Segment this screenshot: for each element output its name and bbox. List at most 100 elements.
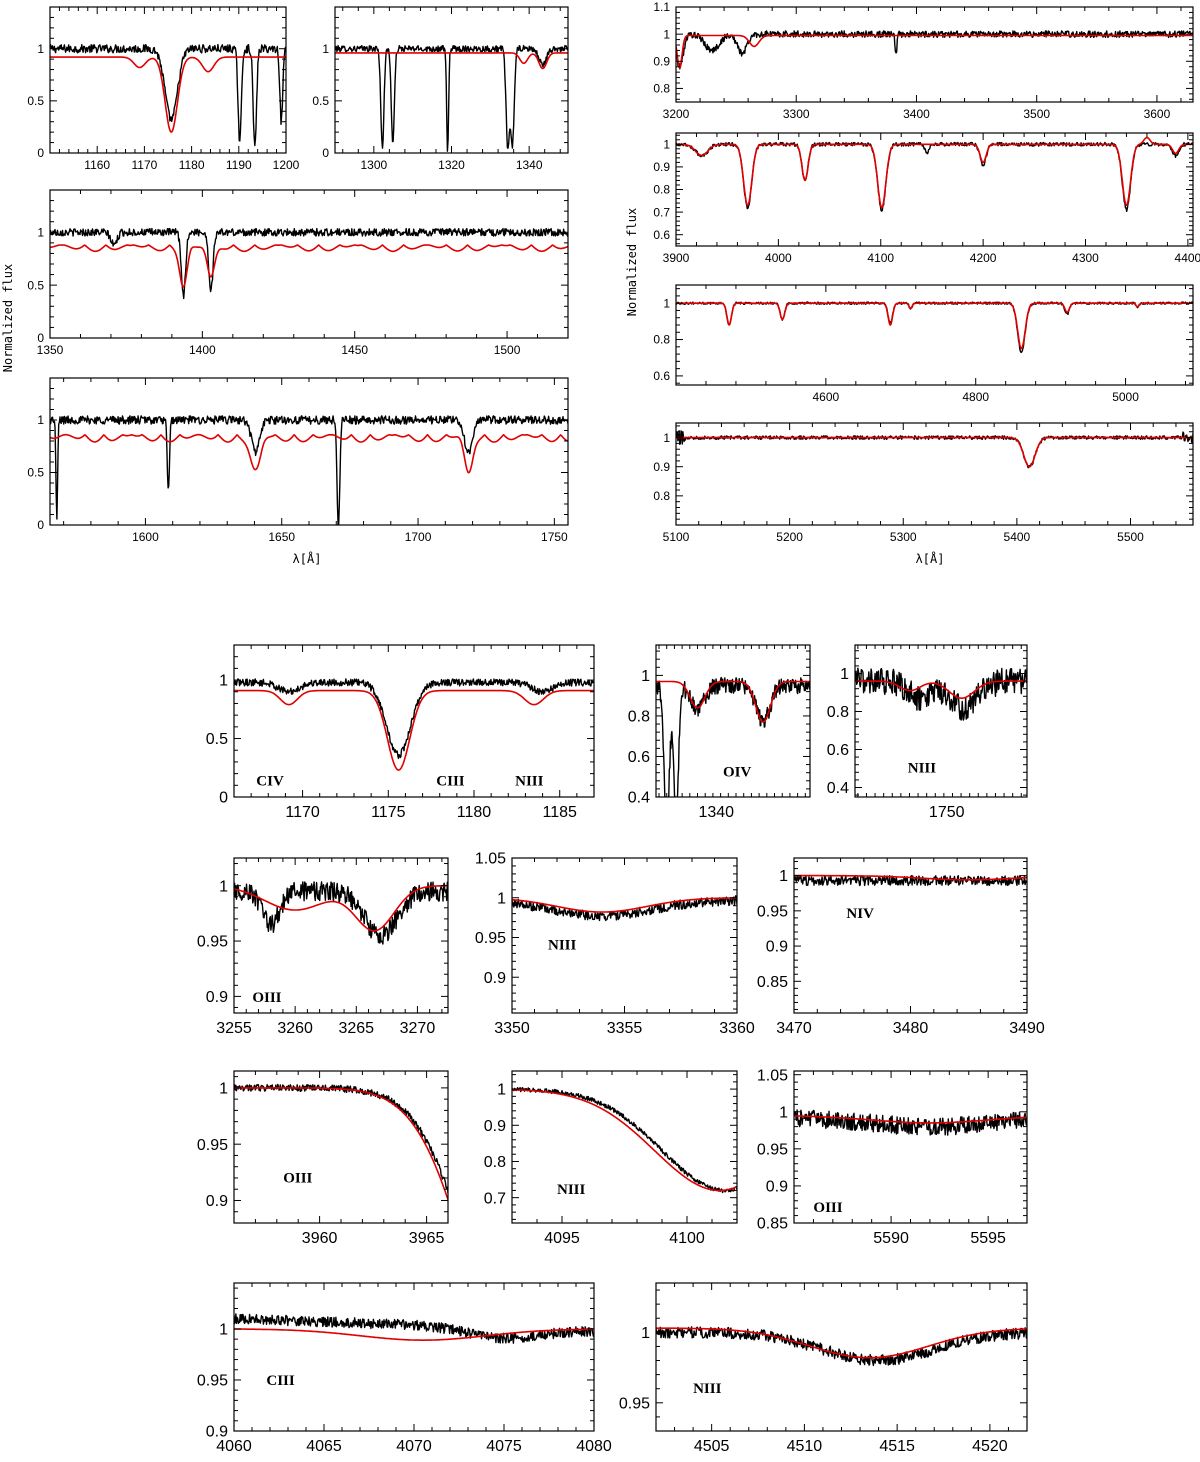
- y-tick-label: 1: [641, 1325, 650, 1342]
- y-tick-label: 0.8: [653, 489, 670, 503]
- spectrum-panel-15: 3960 3965 0.9 0.95 1 OIII: [197, 1070, 449, 1247]
- plot-area: [794, 1109, 1027, 1136]
- model-spectrum-line: [656, 680, 810, 723]
- model-spectrum-line: [676, 136, 1193, 209]
- observed-spectrum-line: [50, 227, 568, 300]
- y-tick-label: 1: [37, 413, 44, 427]
- spectrum-panel-10: 1340 0.4 0.6 0.8 1 OIV: [628, 644, 811, 821]
- spectrum-panel-3: 1350 1400 1450 1500 0 0.5 1: [27, 189, 569, 357]
- x-tick-label: 3270: [400, 1020, 436, 1037]
- plot-area: [50, 415, 568, 525]
- ion-label: NIII: [908, 760, 937, 776]
- x-tick-label: 5595: [970, 1230, 1006, 1247]
- panel-frame: [655, 644, 811, 798]
- y-tick-label: 0.9: [484, 970, 506, 987]
- ion-label: NIII: [515, 773, 544, 789]
- x-tick-label: 5300: [890, 530, 917, 544]
- model-spectrum-line: [234, 1328, 594, 1341]
- x-tick-label: 4060: [216, 1438, 252, 1455]
- model-spectrum-line: [676, 436, 1193, 468]
- ion-label: NIII: [693, 1381, 722, 1397]
- observed-spectrum-line: [676, 430, 1193, 469]
- model-spectrum-line: [676, 34, 1193, 69]
- observed-spectrum-line: [676, 30, 1193, 70]
- spectrum-panel-13: 3350 3355 3360 0.9 0.95 1 1.05 NIII: [475, 851, 755, 1037]
- y-tick-label: 0.9: [206, 989, 228, 1006]
- y-tick-label: 1: [219, 1080, 228, 1097]
- x-tick-label: 1340: [516, 158, 543, 172]
- y-tick-label: 0.9: [766, 939, 788, 956]
- x-tick-label: 3500: [1023, 107, 1050, 121]
- panel-frame: [511, 1070, 738, 1224]
- x-tick-label: 1170: [285, 804, 320, 821]
- y-tick-label: 0.9: [653, 460, 670, 474]
- spectrum-panel-9: 1170 1175 1180 1185 0 0.5 1 CIV CIII NIII: [206, 644, 595, 821]
- model-spectrum-line: [794, 874, 1027, 881]
- model-spectrum-line: [234, 1087, 448, 1200]
- x-tick-label: 4200: [970, 251, 997, 265]
- x-tick-label: 4600: [813, 390, 840, 404]
- panel-frame: [233, 644, 595, 798]
- observed-spectrum-line: [794, 1109, 1027, 1136]
- plot-area: [50, 227, 568, 300]
- plot-area: [676, 30, 1193, 70]
- y-tick-label: 1: [497, 890, 506, 907]
- spectrum-panel-14: 3470 3480 3490 0.85 0.9 0.95 1 NIV: [757, 857, 1045, 1037]
- x-tick-label: 4065: [306, 1438, 342, 1455]
- y-tick-label: 1: [840, 666, 849, 683]
- observed-spectrum-line: [676, 301, 1193, 354]
- observed-spectrum-line: [234, 1083, 448, 1194]
- model-spectrum-line: [656, 1327, 1027, 1359]
- x-tick-label: 3400: [903, 107, 930, 121]
- y-tick-label: 1: [219, 673, 228, 690]
- x-tick-label: 5400: [1004, 530, 1031, 544]
- y-tick-label: 0: [37, 518, 44, 532]
- plot-area: [234, 1313, 594, 1344]
- y-tick-label: 0.5: [27, 94, 44, 108]
- x-tick-label: 3480: [893, 1020, 929, 1037]
- y-tick-label: 0.7: [653, 205, 670, 219]
- panel-frame: [675, 284, 1194, 386]
- x-tick-label: 3965: [409, 1230, 445, 1247]
- y-tick-label: 1: [663, 27, 670, 41]
- ion-label: NIV: [846, 906, 874, 922]
- spectrum-panel-7: 4600 4800 5000 0.6 0.8 1: [653, 284, 1194, 404]
- ion-label: CIV: [256, 773, 284, 789]
- model-spectrum-line: [794, 1115, 1027, 1124]
- x-tick-label: 5200: [776, 530, 803, 544]
- x-tick-label: 1650: [268, 530, 295, 544]
- y-tick-label: 0.8: [628, 709, 650, 726]
- panel-frame: [675, 132, 1194, 247]
- plot-area: [676, 430, 1193, 469]
- y-tick-label: 0.85: [757, 1216, 788, 1233]
- x-tick-label: 4515: [879, 1438, 915, 1455]
- y-tick-label: 0.5: [312, 94, 329, 108]
- y-tick-label: 0.8: [653, 82, 670, 96]
- x-tick-label: 1300: [360, 158, 387, 172]
- x-tick-label: 4510: [787, 1438, 823, 1455]
- plot-area: [234, 678, 594, 771]
- y-tick-label: 0.8: [827, 704, 849, 721]
- left-ylabel: Normalized flux: [1, 264, 15, 372]
- right-xlabel: λ[Å]: [916, 551, 945, 566]
- ion-label: CIII: [436, 773, 465, 789]
- y-tick-label: 0.9: [653, 54, 670, 68]
- spectrum-panel-12: 3255 3260 3265 3270 0.9 0.95 1 OIII: [197, 857, 449, 1037]
- model-spectrum-line: [676, 302, 1193, 350]
- spectrum-panel-17: 5590 5595 0.85 0.9 0.95 1 1.05 OIII: [757, 1067, 1028, 1247]
- y-tick-label: 0.9: [206, 1424, 228, 1441]
- y-tick-label: 0: [37, 146, 44, 160]
- spectrum-panel-19: 4505 4510 4515 4520 0.95 1 NIII: [619, 1282, 1028, 1455]
- y-tick-label: 0: [37, 331, 44, 345]
- x-tick-label: 4000: [765, 251, 792, 265]
- y-tick-label: 1.05: [757, 1067, 788, 1084]
- y-tick-label: 0.6: [628, 749, 650, 766]
- y-tick-label: 1.1: [653, 0, 670, 14]
- x-tick-label: 4075: [486, 1438, 522, 1455]
- observed-spectrum-line: [234, 881, 448, 945]
- plot-area: [855, 667, 1027, 721]
- ion-label: NIII: [548, 937, 577, 953]
- y-tick-label: 0.8: [653, 183, 670, 197]
- y-tick-label: 0.5: [27, 466, 44, 480]
